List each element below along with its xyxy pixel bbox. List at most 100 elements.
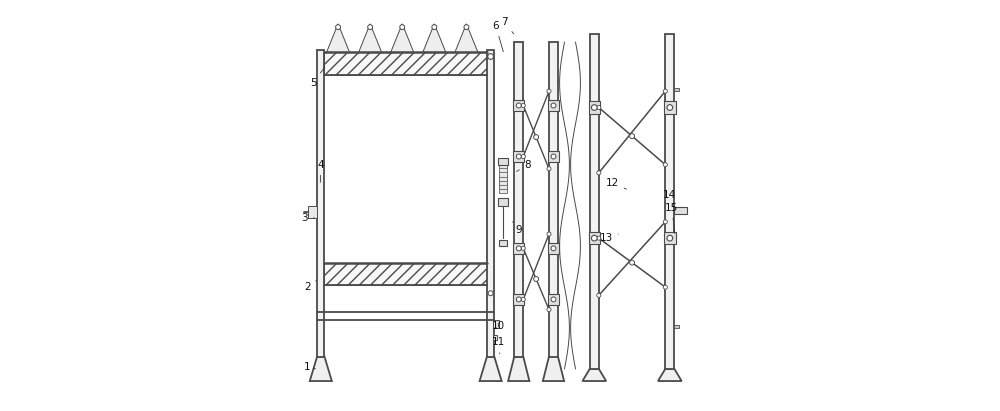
Bar [324,263,487,285]
Text: 5: 5 [310,67,325,88]
Circle shape [663,89,667,93]
Polygon shape [455,24,478,53]
Bar [324,53,487,75]
Circle shape [521,246,525,250]
Circle shape [551,246,556,251]
Polygon shape [359,24,382,53]
Bar [548,100,559,111]
Circle shape [551,154,556,159]
Bar [589,102,600,114]
Circle shape [597,106,601,110]
Text: 14: 14 [663,190,676,208]
Bar [499,179,507,185]
Text: 8: 8 [517,160,531,171]
Text: 13: 13 [600,233,618,243]
Bar [498,198,508,206]
Text: 15: 15 [665,203,678,233]
Polygon shape [508,356,529,381]
Circle shape [516,103,521,108]
Text: 12: 12 [606,178,627,189]
Circle shape [663,163,667,167]
Text: 11: 11 [492,337,505,354]
Circle shape [547,167,551,171]
Bar [499,163,507,169]
Circle shape [630,260,635,265]
Bar [513,243,524,254]
Circle shape [521,155,525,159]
Circle shape [547,307,551,312]
Text: 4: 4 [317,160,324,182]
Text: 1: 1 [304,362,315,372]
Bar [664,232,676,244]
Bar [514,42,523,356]
Circle shape [516,246,521,251]
Polygon shape [582,369,606,381]
Polygon shape [658,369,682,381]
Circle shape [597,171,601,175]
Circle shape [521,104,525,108]
Circle shape [534,135,539,140]
Circle shape [597,293,601,297]
Bar [499,171,507,176]
Text: 10: 10 [492,321,505,331]
Circle shape [488,54,493,59]
Bar [674,88,679,91]
Circle shape [597,236,601,240]
Bar [548,243,559,254]
Bar [493,320,499,328]
Circle shape [547,232,551,236]
Circle shape [547,89,551,93]
Bar [499,240,507,246]
Circle shape [630,134,635,139]
Circle shape [534,277,539,282]
Bar [487,51,494,356]
Polygon shape [327,24,350,53]
Bar [499,175,507,180]
Circle shape [551,297,556,302]
Bar [674,325,679,328]
Text: 6: 6 [493,21,503,52]
Bar [493,335,497,340]
Circle shape [464,25,469,30]
Circle shape [667,105,673,111]
Circle shape [667,236,673,241]
Text: 7: 7 [501,17,514,34]
Bar [590,34,599,369]
Polygon shape [423,24,446,53]
Bar [499,183,507,189]
Bar [589,232,600,244]
Polygon shape [543,356,564,381]
Bar [498,158,508,165]
Polygon shape [391,24,414,53]
Circle shape [432,25,437,30]
Text: 3: 3 [302,213,314,223]
Bar [674,207,687,214]
Text: 9: 9 [512,222,522,235]
Circle shape [663,285,667,289]
Bar [664,102,676,114]
Bar [665,34,674,369]
Circle shape [551,103,556,108]
Circle shape [521,297,525,301]
Bar [308,206,317,218]
Bar [513,294,524,305]
Polygon shape [310,356,332,381]
Circle shape [516,154,521,159]
Circle shape [591,236,597,241]
Bar [317,51,324,356]
Polygon shape [480,356,502,381]
Bar [548,151,559,162]
Circle shape [516,297,521,302]
Bar [499,167,507,173]
Circle shape [591,105,597,111]
Circle shape [336,25,341,30]
Bar [499,187,507,193]
Bar [548,294,559,305]
Text: 2: 2 [304,281,316,292]
Bar [513,151,524,162]
Bar [513,100,524,111]
Circle shape [400,25,405,30]
Circle shape [663,220,667,224]
Circle shape [368,25,373,30]
Circle shape [488,291,493,296]
